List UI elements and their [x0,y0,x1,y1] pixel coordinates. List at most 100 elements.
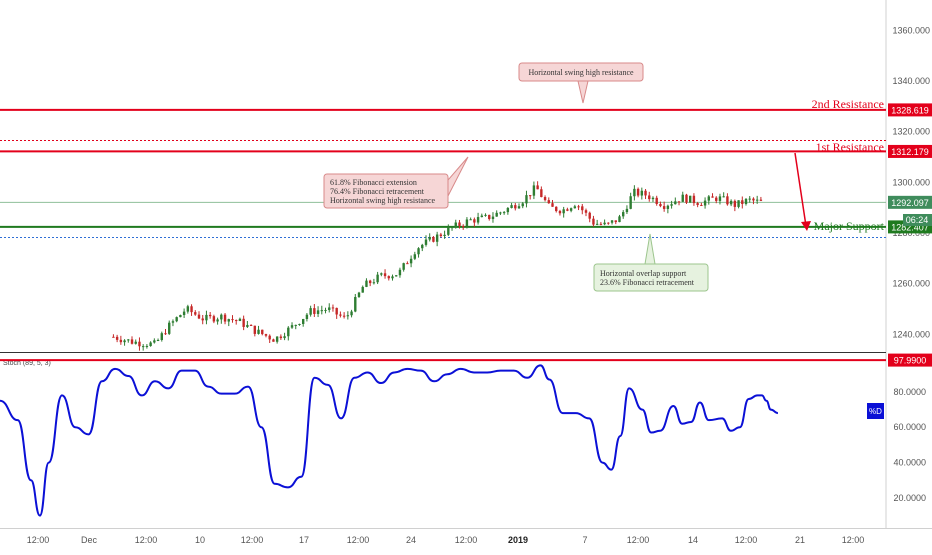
level-tag-bg [888,144,932,158]
candle-body [450,227,454,229]
candle-body [499,212,502,214]
candle-body [458,222,461,226]
candle-body [517,206,521,209]
candle-body [755,199,759,201]
candle-body [153,340,156,343]
candle-body [532,185,536,196]
candle-body [622,212,625,217]
candle-body [447,227,450,235]
level-tag-value: 1292.097 [891,198,929,208]
candle-body [629,196,632,209]
stoch-legend-text: %D [869,407,882,416]
candle-body [205,314,208,321]
time-tick-label: 12:00 [347,535,370,545]
level-tag-bg [888,195,932,209]
candle-body [391,276,394,279]
candle-body [171,321,175,323]
candle-body [644,190,647,196]
annotation-pointer [577,80,589,104]
time-tick-label: 12:00 [627,535,650,545]
candle-body [354,296,357,312]
stoch-tick-label: 60.0000 [893,422,926,432]
candle-body [387,276,390,279]
candle-body [488,214,491,220]
annotation-fib-extension: 61.8% Fibonacci extension 76.4% Fibonacc… [323,156,469,209]
time-tick-label: 2019 [508,535,528,545]
candle-body [227,319,230,322]
annotation-pointer [644,233,656,265]
level-label-major-support: Major Support [814,219,885,233]
candle-body [659,203,662,207]
time-tick-label: 12:00 [735,535,758,545]
level-tag-value: 1282.407 [891,222,929,232]
candle-body [648,195,651,200]
price-tick-label: 1360.000 [892,25,930,35]
candle-body [115,336,119,340]
candle-body [688,195,692,203]
candle-body [543,197,547,201]
candle-body [435,234,439,242]
level-label-1st-resistance: 1st Resistance [816,140,884,154]
candle-body [733,200,737,207]
candle-body [502,212,506,214]
candle-body [636,188,640,196]
time-tick-label: 12:00 [241,535,264,545]
candle-body [737,200,740,207]
candle-body [134,341,137,344]
countdown-tag: 06:24 [903,214,932,226]
stoch-tick-label: 40.0000 [893,458,926,468]
candle-body [726,196,729,205]
candle-body [246,324,249,327]
candle-body [309,308,312,315]
time-tick-label: 12:00 [27,535,50,545]
candle-body [514,205,517,209]
stoch-legend-bg [867,403,884,419]
time-tick-label: 12:00 [135,535,158,545]
candle-body [711,196,714,198]
candle-body [190,306,193,313]
annotation-line-2: 23.6% Fibonacci retracement [600,278,695,287]
candle-body [223,314,227,322]
candle-body [201,318,204,321]
candle-body [473,219,476,223]
candle-body [168,322,171,334]
candle-body [141,346,145,348]
candle-body [540,189,543,198]
candle-body [421,244,424,249]
candle-body [469,219,472,221]
candle-body [528,195,532,197]
candle-body [715,197,718,201]
annotation-line-1: 61.8% Fibonacci extension [330,178,417,187]
candle-body [112,336,115,338]
candle-body [127,339,130,341]
chart-frame [0,0,932,529]
candle-body [298,323,301,325]
candle-body [718,196,722,201]
candle-body [651,197,655,200]
candle-body [677,201,681,203]
candle-body [212,316,216,322]
countdown-text: 06:24 [906,215,929,225]
candle-body [156,340,160,342]
candle-body [577,206,580,208]
candle-body [618,216,621,223]
candle-body [674,201,677,205]
annotation-line-3: Horizontal swing high resistance [330,196,436,205]
candle-body [707,196,710,201]
candle-body [235,320,238,322]
level-tag-bg [888,103,932,117]
candle-body [610,220,614,223]
candle-body [316,310,320,314]
candle-body [409,258,413,264]
candle-body [662,206,666,209]
candle-body [547,200,550,204]
time-tick-label: 14 [688,535,698,545]
candle-body [268,335,271,340]
candle-body [432,236,435,242]
candle-body [242,318,245,327]
candle-body [581,206,584,211]
candle-body [376,274,379,283]
time-tick-label: 21 [795,535,805,545]
candle-body [350,311,353,316]
time-tick-label: 12:00 [842,535,865,545]
